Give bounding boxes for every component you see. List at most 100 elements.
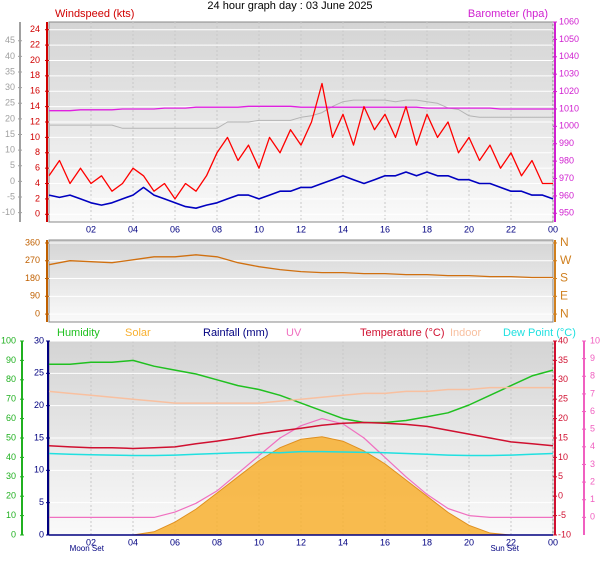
- legend-entry: Humidity: [57, 327, 100, 339]
- legend-entry: Rainfall (mm): [203, 327, 268, 339]
- y-tick-label: 10: [5, 145, 15, 155]
- y-tick-label: -5: [7, 191, 15, 201]
- legend-entry: Temperature (°C): [360, 327, 444, 339]
- x-tick-label: 06: [170, 224, 180, 234]
- y-tick-label: E: [560, 288, 568, 302]
- y-tick-label: 10: [34, 465, 44, 475]
- y-tick-label: 20: [34, 400, 44, 410]
- x-tick-label: 02: [86, 537, 96, 547]
- series-line: [48, 82, 553, 200]
- y-tick-label: 30: [6, 471, 16, 481]
- y-tick-label: 30: [558, 374, 568, 384]
- annotation: Sun Set: [490, 544, 519, 553]
- series-line: [49, 99, 553, 129]
- y-tick-label: N: [560, 235, 569, 249]
- y-tick-label: 10: [30, 132, 40, 142]
- y-tick-label: 20: [30, 55, 40, 65]
- y-tick-label: 90: [30, 291, 40, 301]
- y-tick-label: 18: [30, 70, 40, 80]
- x-tick-label: 00: [548, 224, 558, 234]
- x-tick-label: 18: [422, 537, 432, 547]
- y-tick-label: 0: [39, 529, 44, 539]
- y-tick-label: 25: [558, 394, 568, 404]
- y-tick-label: 40: [558, 335, 568, 345]
- y-tick-label: 7: [590, 388, 595, 398]
- y-tick-label: 10: [6, 510, 16, 520]
- x-tick-label: 06: [170, 537, 180, 547]
- y-tick-label: 0: [11, 529, 16, 539]
- y-tick-label: 80: [6, 374, 16, 384]
- y-tick-label: 60: [6, 413, 16, 423]
- series-line: [49, 105, 553, 112]
- series-line: [48, 254, 553, 279]
- x-tick-label: 14: [338, 537, 348, 547]
- x-tick-label: 10: [254, 537, 264, 547]
- y-tick-label: 3: [590, 459, 595, 469]
- y-tick-label: 35: [5, 66, 15, 76]
- y-tick-label: 35: [558, 355, 568, 365]
- y-tick-label: 20: [558, 413, 568, 423]
- x-tick-label: 00: [548, 537, 558, 547]
- y-tick-label: 0: [590, 512, 595, 522]
- y-tick-label: 20: [5, 113, 15, 123]
- y-tick-label: 1000: [559, 121, 579, 131]
- x-tick-label: 08: [212, 537, 222, 547]
- legend-entry: UV: [286, 327, 302, 339]
- x-tick-label: 20: [464, 537, 474, 547]
- y-tick-label: -5: [558, 510, 566, 520]
- x-tick-label: 08: [212, 224, 222, 234]
- series-line: [48, 421, 554, 450]
- legend-entry: Indoor: [450, 327, 482, 339]
- panel: 02 04 06 08 10 12 14 16 18 20 22 000102030405060708…: [1, 327, 600, 553]
- y-tick-label: W: [560, 253, 572, 267]
- y2-axis-label: Barometer (hpa): [468, 8, 548, 20]
- y-tick-label: 22: [30, 39, 40, 49]
- y-tick-label: 8: [590, 371, 595, 381]
- y-tick-label: 4: [590, 441, 595, 451]
- x-tick-label: 02: [86, 224, 96, 234]
- y-tick-label: 2: [35, 193, 40, 203]
- x-tick-label: 16: [380, 224, 390, 234]
- y-tick-label: -10: [2, 207, 15, 217]
- y-tick-label: -10: [558, 529, 571, 539]
- chart-title: 24 hour graph day : 03 June 2025: [207, 0, 372, 12]
- y-tick-label: 960: [559, 190, 574, 200]
- series-line: [48, 450, 554, 457]
- legend-entry: Solar: [125, 327, 151, 339]
- y-tick-label: 50: [6, 432, 16, 442]
- series-line: [48, 386, 553, 404]
- y-tick-label: 5: [10, 160, 15, 170]
- y-tick-label: 0: [558, 491, 563, 501]
- y-tick-label: 25: [34, 368, 44, 378]
- panel-background: [48, 239, 554, 323]
- y-tick-label: 1020: [559, 86, 579, 96]
- y-tick-label: 360: [25, 237, 40, 247]
- y-tick-label: 1030: [559, 69, 579, 79]
- y-tick-label: 5: [558, 471, 563, 481]
- y-tick-label: 100: [1, 335, 16, 345]
- y-tick-label: S: [560, 271, 568, 285]
- x-tick-label: 12: [296, 537, 306, 547]
- y-tick-label: 14: [30, 101, 40, 111]
- y-tick-label: 4: [35, 178, 40, 188]
- y-tick-label: 1050: [559, 34, 579, 44]
- y-tick-label: 30: [5, 82, 15, 92]
- y-tick-label: 5: [39, 497, 44, 507]
- y-tick-label: 0: [35, 308, 40, 318]
- y-tick-label: 10: [558, 452, 568, 462]
- y-axis-label: Windspeed (kts): [55, 8, 134, 20]
- y-tick-label: 0: [10, 176, 15, 186]
- y-tick-label: N: [560, 306, 569, 320]
- y-tick-label: 980: [559, 156, 574, 166]
- y-tick-label: 20: [6, 491, 16, 501]
- x-tick-label: 04: [128, 224, 138, 234]
- y-tick-label: 15: [558, 432, 568, 442]
- y-tick-label: 30: [34, 335, 44, 345]
- y-tick-label: 1060: [559, 16, 579, 26]
- y-tick-label: 6: [35, 163, 40, 173]
- x-tick-label: 16: [380, 537, 390, 547]
- y-tick-label: 6: [590, 406, 595, 416]
- y-tick-label: 950: [559, 208, 574, 218]
- y-tick-label: 270: [25, 255, 40, 265]
